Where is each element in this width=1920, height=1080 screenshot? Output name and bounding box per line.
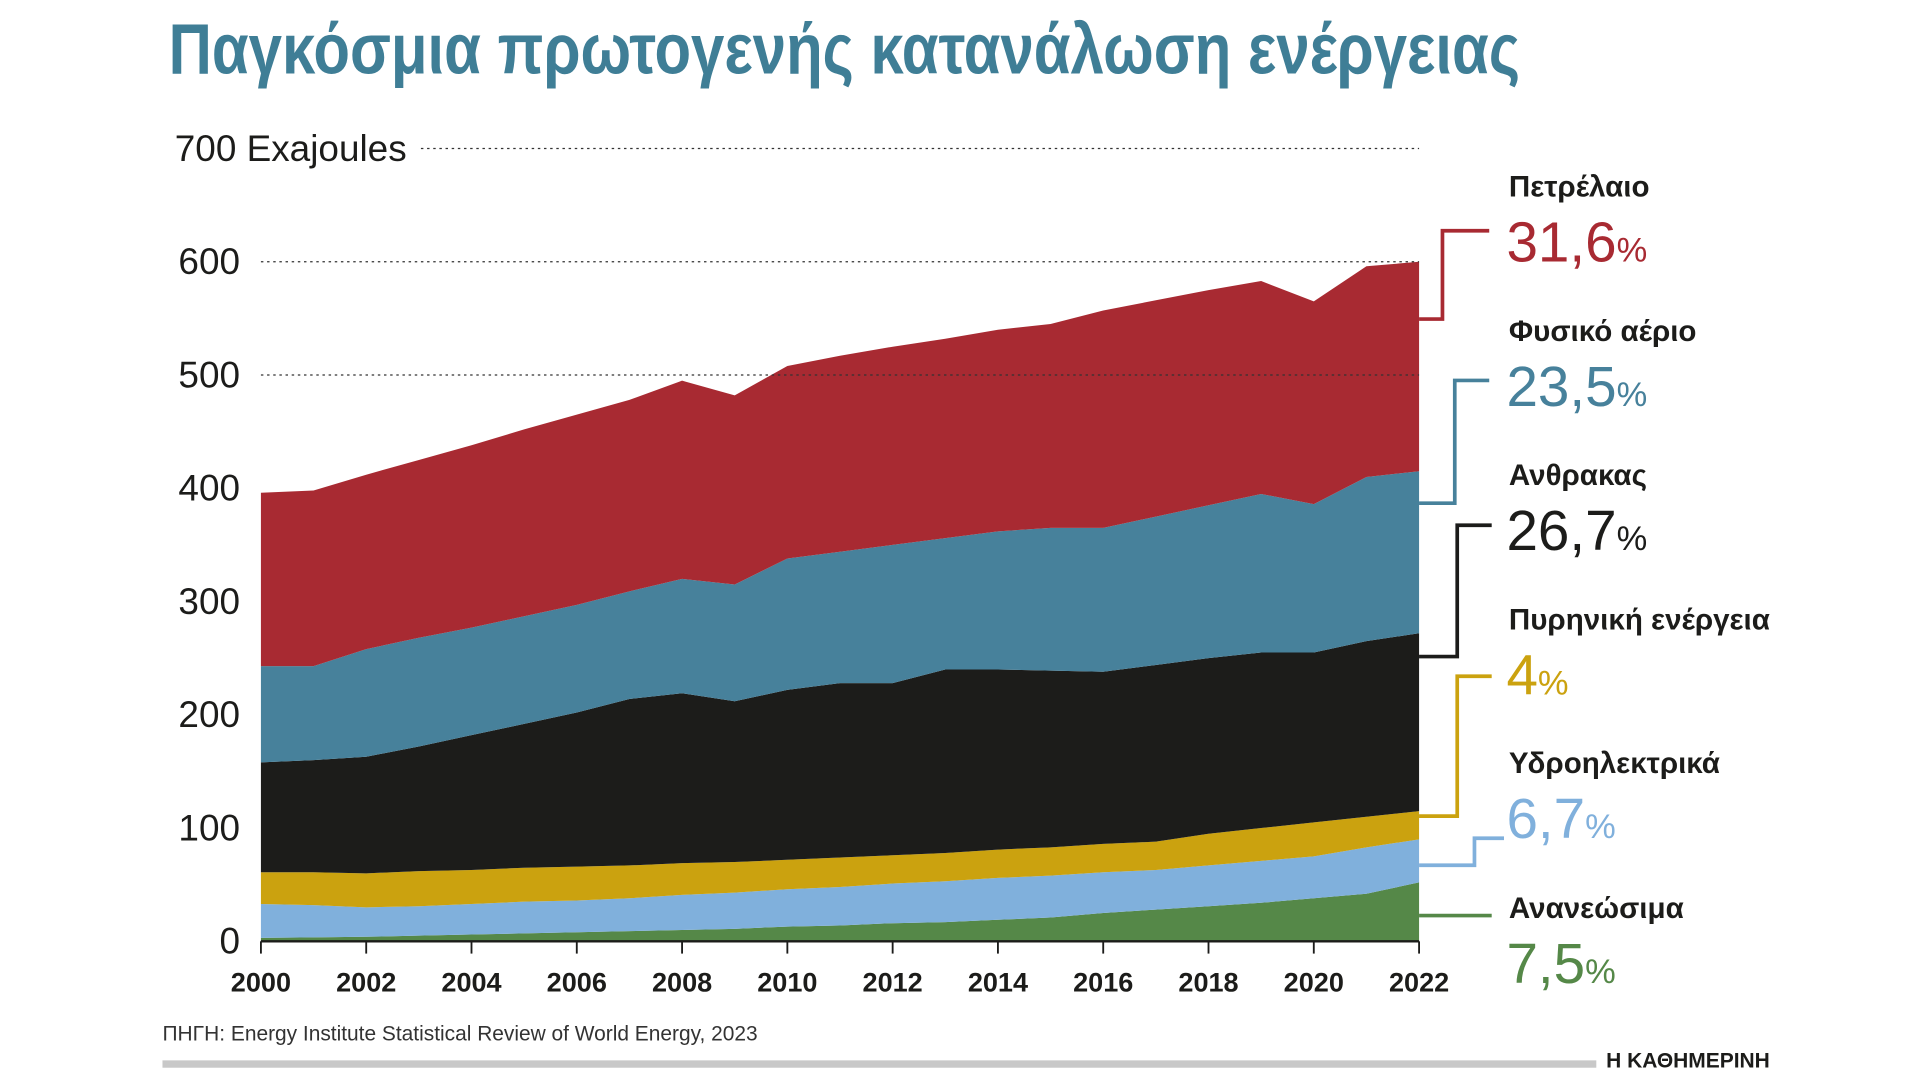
brand-logo: Η ΚΑΘΗΜΕΡΙΝΗ [1606,1050,1770,1073]
area-4 [260,471,1420,763]
legend-item: Φυσικό αέριο 23,5% [1419,315,1697,506]
x-tick-label: 2010 [757,968,817,998]
legend-label: Ανθρακας [1509,459,1647,492]
y-tick-label: 400 [178,468,240,509]
y-tick-label: 200 [178,694,240,735]
percent-sign: % [1538,665,1569,703]
legend-item: Υδροηλεκτρικά 6,7% [1419,747,1720,868]
percent-sign: % [1617,520,1648,558]
legend-label: Φυσικό αέριο [1509,315,1697,348]
legend-item: Ανανεώσιμα 7,5% [1419,892,1684,995]
legend-label: Ανανεώσιμα [1509,892,1684,925]
legend-percent: 23,5% [1506,355,1647,418]
x-tick-label: 2000 [231,968,291,998]
source-note: ΠΗΓΗ: Energy Institute Statistical Revie… [162,1023,757,1046]
percent-value: 31,6 [1506,210,1616,273]
legend-item: Πυρηνική ενέργεια 4% [1419,604,1770,818]
axes: 0 100 200 300 400 500 600 700 Exajoules 2000 2002… [175,128,1449,998]
y-tick-label: 100 [178,807,240,848]
area-5 [260,261,1420,667]
percent-sign: % [1617,376,1648,414]
y-tick-label: 500 [178,354,240,395]
y-tick-label: 600 [178,241,240,282]
y-unit-label: 700 Exajoules [175,128,407,169]
percent-value: 4 [1506,644,1537,707]
legend-connector [1419,523,1492,659]
legend-label: Πετρέλαιο [1509,170,1650,203]
percent-value: 23,5 [1506,355,1616,418]
legend-label: Υδροηλεκτρικά [1509,747,1720,780]
legend-connector [1419,228,1490,321]
legend-label: Πυρηνική ενέργεια [1509,604,1770,637]
legend-item: Ανθρακας 26,7% [1419,459,1647,659]
percent-value: 7,5 [1506,932,1585,995]
x-tick-label: 2006 [547,968,607,998]
legend-percent: 31,6% [1506,210,1647,273]
x-tick-label: 2002 [336,968,396,998]
legend-connector [1419,836,1504,868]
percent-value: 26,7 [1506,499,1616,562]
percent-sign: % [1585,953,1616,991]
area-1 [260,839,1420,938]
chart-title: Παγκόσμια πρωτογενής κατανάλωση ενέργεια… [169,10,1520,90]
percent-sign: % [1585,808,1616,846]
y-tick-label: 300 [178,581,240,622]
legend-percent: 7,5% [1506,932,1615,995]
area-0 [260,882,1420,942]
legend-percent: 26,7% [1506,499,1647,562]
area-2 [260,811,1420,908]
x-tick-label: 2022 [1389,968,1449,998]
legend-percent: 6,7% [1506,787,1615,850]
x-tick-label: 2012 [863,968,923,998]
area-3 [260,633,1420,874]
x-tick-label: 2018 [1178,968,1238,998]
x-tick-label: 2020 [1284,968,1344,998]
legend-connector [1419,674,1492,818]
percent-sign: % [1617,231,1648,269]
legend: Πετρέλαιο 31,6% Φυσικό αέριο 23,5% Ανθρακας 2… [1419,170,1770,995]
y-tick-label: 0 [219,921,240,962]
x-tick-label: 2004 [441,968,501,998]
x-tick-label: 2008 [652,968,712,998]
stacked-areas [260,261,1420,942]
legend-connector [1419,378,1490,506]
x-tick-label: 2014 [968,968,1028,998]
legend-percent: 4% [1506,644,1568,707]
x-tick-label: 2016 [1073,968,1133,998]
footer-bar [162,1060,1597,1068]
percent-value: 6,7 [1506,787,1585,850]
legend-item: Πετρέλαιο 31,6% [1419,170,1650,321]
